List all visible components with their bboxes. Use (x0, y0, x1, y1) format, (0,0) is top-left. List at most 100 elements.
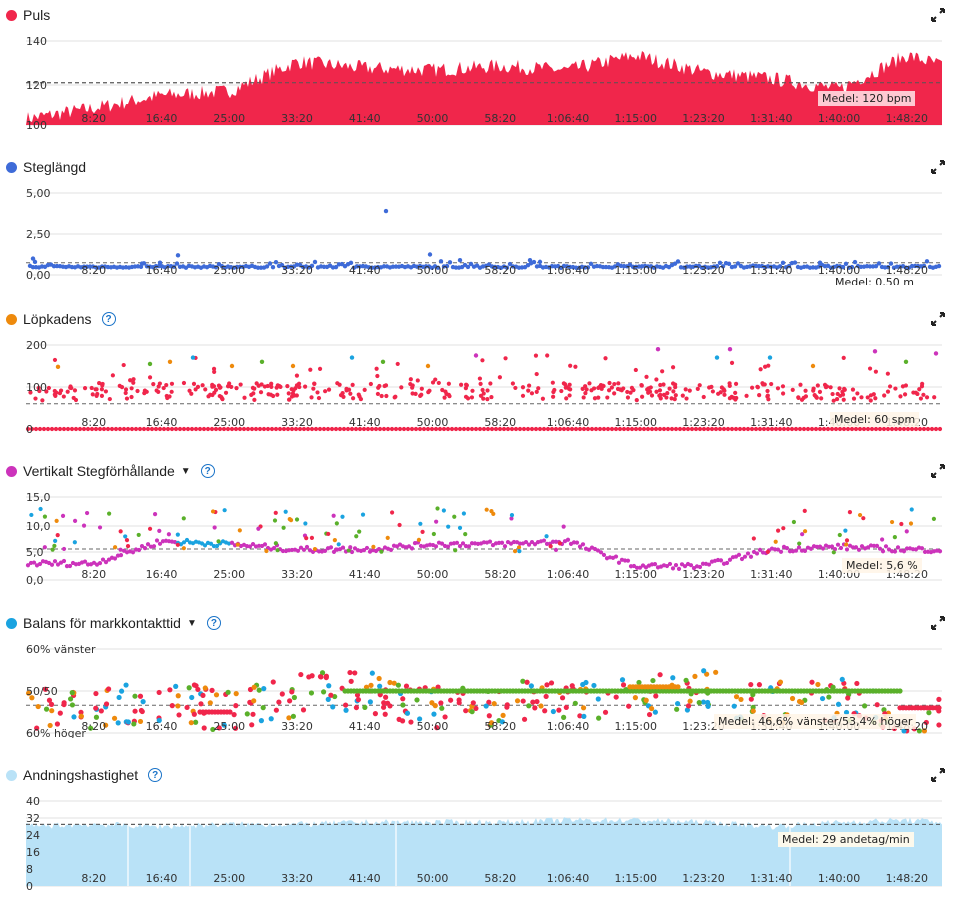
x-tick-label: 25:00 (213, 872, 245, 885)
balans-point (538, 703, 544, 709)
balans-point (581, 713, 587, 719)
vertikalt-point (235, 542, 240, 547)
expand-icon[interactable] (931, 464, 945, 478)
balans-point (897, 688, 903, 694)
vertikalt-point (871, 543, 877, 548)
vertikalt-point (652, 562, 658, 567)
puls-area-series (26, 50, 942, 125)
lopkadens-point (345, 426, 351, 432)
balans-point (93, 705, 99, 711)
balans-point (650, 677, 656, 684)
vertikalt-point (481, 540, 487, 545)
vertikalt-point (31, 560, 37, 565)
lopkadens-point (873, 369, 878, 374)
lopkadens-point (375, 373, 380, 379)
expand-icon[interactable] (931, 8, 945, 22)
lopkadens-point (61, 426, 67, 432)
lopkadens-point (834, 396, 840, 402)
vertikalt-point (52, 559, 58, 564)
balans-point (520, 698, 526, 704)
steglangd-point (175, 253, 181, 258)
balans-point (78, 709, 84, 715)
lopkadens-point (541, 426, 547, 432)
lopkadens-point (741, 426, 747, 432)
y-tick-label: 2,50 (26, 228, 51, 241)
balans-point (683, 677, 689, 683)
lopkadens-point (583, 384, 588, 389)
lopkadens-point (376, 385, 381, 390)
lopkadens-point (777, 426, 783, 432)
x-tick-label: 1:48:20 (886, 264, 928, 277)
lopkadens-point (290, 391, 296, 396)
balans-point (675, 684, 681, 690)
help-icon[interactable]: ? (200, 464, 215, 478)
lopkadens-point (28, 390, 33, 395)
vertikalt-point (283, 509, 288, 514)
andning-area-series (26, 817, 942, 886)
lopkadens-point (561, 426, 567, 432)
balans-point (835, 701, 842, 707)
balans-point (550, 708, 556, 715)
balans-point (251, 684, 257, 690)
lopkadens-point (536, 386, 541, 391)
dropdown-caret-icon[interactable]: ▼ (186, 617, 197, 629)
help-icon[interactable]: ? (101, 312, 116, 326)
balans-point (189, 694, 195, 701)
lopkadens-point (680, 393, 685, 398)
vertikalt-point (184, 537, 190, 543)
steglangd-point (270, 264, 276, 270)
vertikalt-point (831, 550, 836, 555)
expand-icon[interactable] (931, 160, 945, 174)
lopkadens-point (521, 426, 527, 432)
balans-point (186, 685, 192, 691)
lopkadens-point (803, 394, 809, 399)
balans-point (429, 700, 435, 706)
expand-icon[interactable] (931, 312, 945, 326)
balans-point (184, 704, 190, 711)
vertikalt-panel: Vertikalt Stegförhållande ▼ ? 15,0 10,0 5,… (0, 456, 957, 606)
lopkadens-point (695, 386, 700, 391)
lopkadens-point (309, 395, 314, 400)
lopkadens-point (485, 397, 490, 402)
lopkadens-point (503, 356, 508, 361)
vertikalt-point (210, 509, 216, 514)
x-tick-label: 1:15:00 (615, 112, 657, 125)
x-tick-label: 33:20 (281, 872, 313, 885)
lopkadens-point (45, 426, 51, 432)
lopkadens-point (72, 388, 78, 393)
lopkadens-point (271, 393, 276, 399)
vertikalt-point (837, 532, 842, 538)
vertikalt-point (800, 532, 805, 537)
lopkadens-point (301, 426, 307, 432)
lopkadens-point (657, 426, 663, 432)
lopkadens-point (505, 426, 511, 432)
dropdown-caret-icon[interactable]: ▼ (180, 465, 191, 477)
lopkadens-point (421, 426, 427, 432)
vertikalt-point (649, 562, 655, 567)
expand-icon[interactable] (931, 616, 945, 630)
vertikalt-point (103, 560, 109, 565)
lopkadens-point (73, 397, 79, 403)
balans-point (881, 707, 887, 713)
lopkadens-point (809, 426, 815, 432)
andning-average-label: Medel: 29 andetag/min (778, 832, 914, 847)
lopkadens-point (609, 385, 615, 390)
lopkadens-point (873, 426, 879, 432)
expand-icon[interactable] (931, 768, 945, 782)
vertikalt-point (52, 543, 57, 549)
vertikalt-point (784, 546, 790, 551)
lopkadens-point (716, 391, 721, 396)
lopkadens-point (644, 374, 649, 379)
vertikalt-point (616, 560, 622, 565)
lopkadens-point (684, 396, 689, 401)
lopkadens-point (375, 391, 381, 397)
lopkadens-point (545, 426, 551, 432)
lopkadens-point (767, 355, 773, 360)
help-icon[interactable]: ? (148, 768, 163, 782)
lopkadens-point (664, 395, 669, 400)
vertikalt-point (748, 554, 754, 559)
help-icon[interactable]: ? (206, 616, 221, 630)
x-tick-label: 50:00 (417, 416, 449, 429)
balans-point (542, 708, 548, 714)
lopkadens-point (568, 363, 573, 368)
